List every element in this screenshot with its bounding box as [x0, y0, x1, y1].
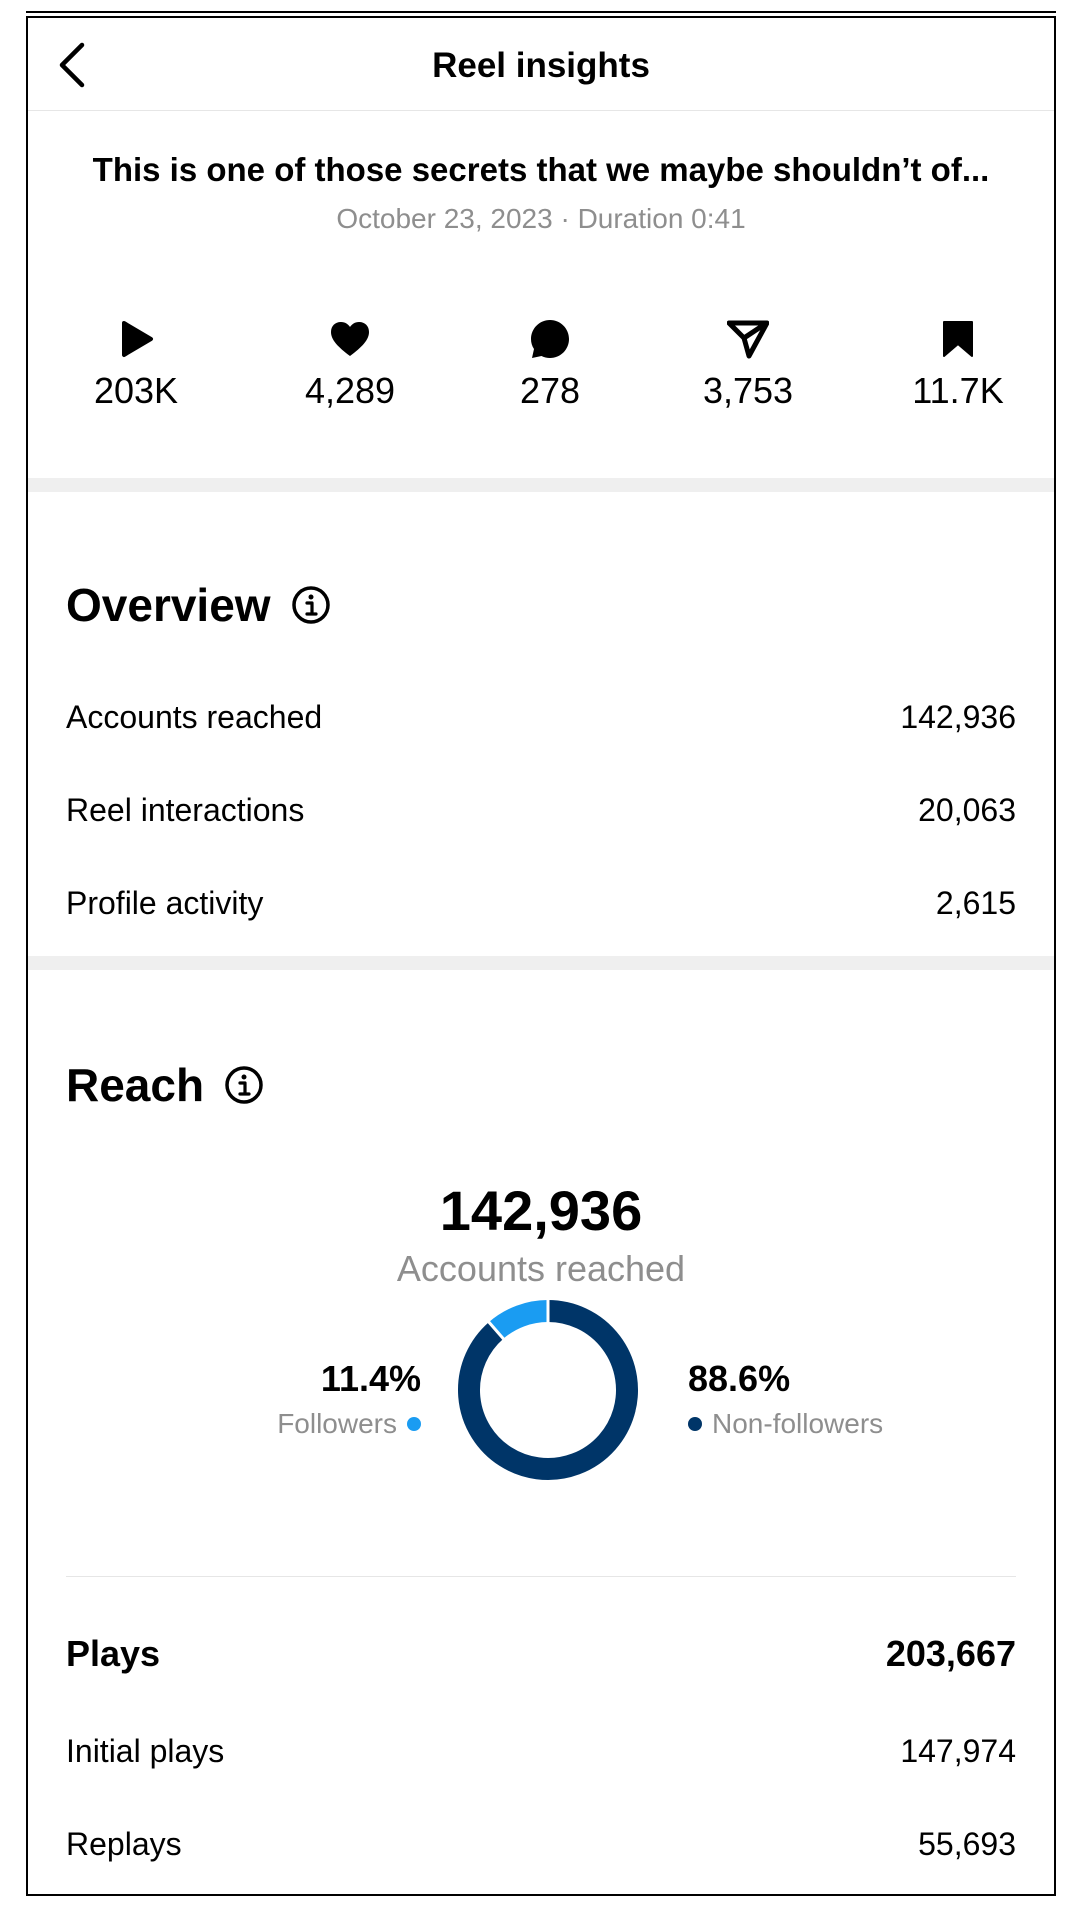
plays-value: 203,667: [885, 1633, 1016, 1674]
stat-saves: 11.7K: [868, 316, 1048, 412]
overview-heading: Overview: [66, 578, 331, 632]
plays-row-replays: Replays 55,693: [66, 1819, 1016, 1869]
reel-caption: This is one of those secrets that we may…: [92, 151, 990, 188]
followers-label: Followers: [277, 1408, 397, 1439]
reach-title: Reach: [66, 1059, 205, 1111]
stat-shares: 3,753: [658, 316, 838, 412]
info-icon[interactable]: [224, 1065, 264, 1105]
stat-comments-value: 278: [519, 370, 581, 411]
non-followers-label: Non-followers: [712, 1408, 884, 1439]
overview-title: Overview: [66, 579, 271, 631]
reach-total-label: Accounts reached: [396, 1248, 686, 1289]
reach-heading: Reach: [66, 1058, 264, 1112]
followers-legend: 11.4% Followers: [277, 1358, 421, 1440]
followers-dot: [407, 1417, 421, 1431]
comment-icon: [531, 320, 569, 358]
segment-separator: [486, 1319, 506, 1342]
screenshot-frame: Reel insights This is one of those secre…: [26, 16, 1056, 1896]
row-value: 20,063: [918, 791, 1016, 828]
row-label: Accounts reached: [66, 698, 323, 735]
stat-shares-value: 3,753: [702, 370, 794, 411]
non-followers-percent: 88.6%: [688, 1358, 791, 1399]
play-icon: [122, 321, 153, 357]
top-bar: Reel insights: [28, 18, 1054, 111]
row-value: 142,936: [900, 698, 1016, 735]
info-icon[interactable]: [291, 585, 331, 625]
page-title: Reel insights: [432, 46, 650, 85]
stat-saves-value: 11.7K: [912, 370, 1004, 411]
row-label: Profile activity: [66, 884, 264, 921]
non-followers-segment: [458, 1300, 638, 1480]
stat-likes: 4,289: [260, 316, 440, 412]
chevron-left-icon: [59, 42, 85, 88]
stat-plays-value: 203K: [93, 370, 179, 411]
followers-percent: 11.4%: [320, 1358, 421, 1399]
reach-total: 142,936: [439, 1179, 643, 1242]
frame-top-border: [26, 11, 1056, 13]
row-label: Reel interactions: [66, 791, 305, 828]
non-followers-dot: [688, 1417, 702, 1431]
stat-plays: 203K: [46, 316, 226, 412]
share-icon: [727, 320, 769, 359]
plays-row-initial: Initial plays 147,974: [66, 1726, 1016, 1776]
section-divider: [28, 478, 1054, 492]
plays-divider: [66, 1576, 1016, 1577]
reel-date-duration: October 23, 2023 · Duration 0:41: [336, 203, 746, 234]
row-label: Initial plays: [66, 1732, 225, 1769]
back-button[interactable]: [42, 28, 114, 98]
overview-row-reel-interactions[interactable]: Reel interactions 20,063: [66, 785, 1016, 835]
followers-segment: [488, 1300, 549, 1339]
row-label: Replays: [66, 1825, 182, 1862]
plays-row: Plays 203,667: [66, 1629, 1016, 1679]
stat-likes-value: 4,289: [304, 370, 396, 411]
row-value: 2,615: [935, 884, 1016, 921]
bookmark-icon: [943, 321, 973, 357]
non-followers-legend: 88.6% Non-followers: [688, 1358, 883, 1440]
overview-row-accounts-reached[interactable]: Accounts reached 142,936: [66, 692, 1016, 742]
stat-comments: 278: [460, 316, 640, 412]
row-value: 147,974: [900, 1732, 1016, 1769]
section-divider: [28, 956, 1054, 970]
overview-row-profile-activity[interactable]: Profile activity 2,615: [66, 878, 1016, 928]
plays-label: Plays: [66, 1633, 161, 1674]
reach-donut-chart: [458, 1298, 638, 1480]
heart-icon: [331, 322, 369, 356]
row-value: 55,693: [918, 1825, 1016, 1862]
